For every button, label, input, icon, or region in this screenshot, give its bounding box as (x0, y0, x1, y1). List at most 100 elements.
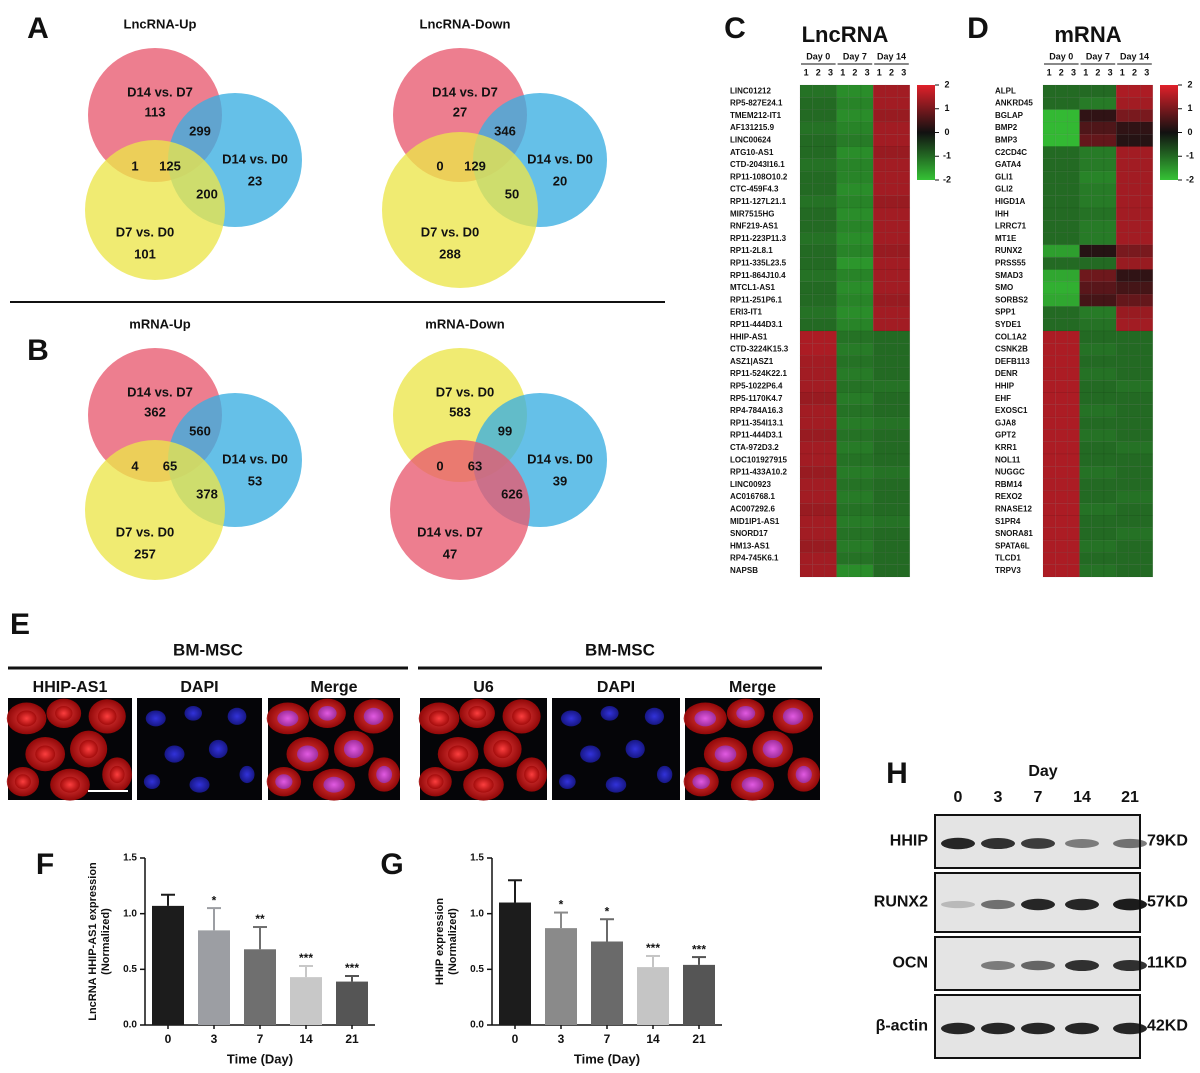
heatmap-cell (848, 441, 862, 455)
nucleus (14, 774, 31, 789)
heatmap-cell (1140, 133, 1154, 147)
heatmap-cell (824, 392, 837, 406)
heatmap-cell (897, 109, 911, 123)
heatmap-cell (860, 330, 874, 344)
heatmap-cell (1079, 256, 1093, 270)
row-label: RP11-524K22.1 (730, 369, 787, 378)
heatmap-cell (872, 256, 886, 270)
heatmap-cell (1079, 404, 1093, 418)
heatmap-cell (799, 146, 813, 160)
heatmap-cell (1091, 490, 1105, 504)
heatmap-cell (1067, 318, 1080, 332)
venn-overlap-count: 560 (189, 423, 211, 438)
heatmap-cell (897, 478, 911, 492)
heatmap-cell (799, 195, 813, 209)
group-header: Day 0 (806, 51, 830, 61)
heatmap-cell (860, 207, 874, 221)
heatmap-cell (1140, 441, 1154, 455)
heatmap-cell (848, 490, 862, 504)
row-label: LINC00923 (730, 480, 771, 489)
heatmap-cell (1140, 379, 1154, 393)
heatmap-cell (1140, 478, 1154, 492)
heatmap-cell (1054, 539, 1068, 553)
heatmap-cell (860, 146, 874, 160)
heatmap-cell (799, 539, 813, 553)
heatmap-cell (1067, 121, 1080, 135)
heatmap-cell (1042, 293, 1056, 307)
bar (637, 967, 669, 1025)
group-header: Day 14 (1120, 51, 1149, 61)
heatmap-cell (1079, 355, 1093, 369)
heatmap-cell (799, 318, 813, 332)
heatmap-cell (1042, 379, 1056, 393)
heatmap-cell (1091, 392, 1105, 406)
heatmap-cell (848, 109, 862, 123)
nucleus (524, 765, 540, 784)
heatmap-cell (1128, 133, 1141, 147)
heatmap-cell (848, 379, 862, 393)
x-tick-label: 14 (299, 1032, 313, 1046)
venn-set-label: D7 vs. D0 (116, 524, 175, 539)
heatmap-cell (1128, 441, 1141, 455)
heatmap-cell (1054, 318, 1068, 332)
heatmap-cell (1054, 466, 1068, 479)
image-label: Merge (729, 679, 776, 696)
heatmap-cell (897, 183, 911, 196)
heatmap-cell (799, 244, 813, 258)
heatmap-cell (811, 564, 825, 578)
heatmap-cell (885, 466, 898, 479)
heatmap-cell (799, 502, 813, 516)
heatmap-cell (1140, 490, 1154, 504)
heatmap-cell (1140, 318, 1154, 332)
heatmap-cell (799, 453, 813, 467)
heatmap-cell (872, 281, 886, 295)
heatmap-cell (1079, 183, 1093, 196)
heatmap-cell (848, 293, 862, 307)
heatmap-cell (1091, 207, 1105, 221)
blot-band (1065, 898, 1099, 911)
heatmap-cell (836, 306, 850, 319)
venn-count: 113 (145, 104, 166, 119)
heatmap-cell (1115, 306, 1129, 319)
heatmap-cell (1054, 355, 1068, 369)
blot-band (981, 899, 1015, 910)
heatmap-cell (1054, 195, 1068, 209)
heatmap-cell (860, 220, 874, 233)
heatmap-cell (1054, 367, 1068, 381)
panel-letter: C (724, 12, 746, 45)
blot-band (941, 1022, 975, 1035)
row-label: CTD-3224K15.3 (730, 345, 789, 354)
heatmap-cell (1103, 146, 1117, 160)
heatmap-cell (1103, 170, 1117, 184)
heatmap-cell (885, 355, 898, 369)
heatmap-cell (1091, 552, 1105, 565)
heatmap-cell (1067, 416, 1080, 430)
lane-label: 7 (1034, 789, 1043, 806)
heatmap-cell (1042, 183, 1056, 196)
heatmap-cell (848, 220, 862, 233)
heatmap-cell (1067, 564, 1080, 578)
heatmap-cell (897, 527, 911, 541)
heatmap-cell (897, 281, 911, 295)
row-label: GATA4 (995, 160, 1021, 169)
significance-label: *** (692, 942, 706, 956)
heatmap-cell (1091, 502, 1105, 516)
venn-count: 362 (144, 404, 166, 419)
heatmap-title: mRNA (1054, 22, 1121, 47)
heatmap-cell (1079, 343, 1093, 356)
heatmap-cell (1079, 441, 1093, 455)
heatmap-cell (872, 146, 886, 160)
heatmap-cell (1140, 466, 1154, 479)
heatmap-cell (1115, 343, 1129, 356)
nucleus (275, 774, 293, 789)
heatmap-cell (897, 170, 911, 184)
y-tick-label: 0.5 (123, 964, 137, 975)
blot-band (1021, 898, 1055, 911)
heatmap-cell (836, 416, 850, 430)
heatmap-cell (1079, 293, 1093, 307)
heatmap-cell (860, 453, 874, 467)
venn-title: mRNA-Down (425, 316, 504, 331)
heatmap-cell (1140, 220, 1154, 233)
heatmap-cell (799, 392, 813, 406)
heatmap-cell (885, 367, 898, 381)
